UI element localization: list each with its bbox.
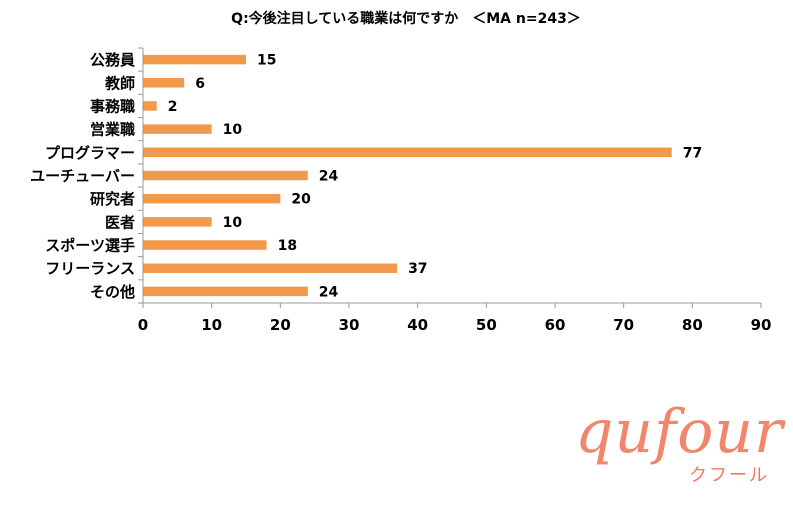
value-label-10: 24 bbox=[319, 284, 339, 300]
bar-10 bbox=[143, 286, 308, 297]
axis-layer: 0 10 20 30 40 50 60 70 80 90 bbox=[138, 47, 772, 334]
category-label-4: プログラマー bbox=[45, 144, 135, 162]
value-label-8: 18 bbox=[278, 238, 297, 254]
value-label-4: 77 bbox=[683, 145, 702, 161]
x-tick-label-8: 80 bbox=[682, 316, 703, 334]
value-label-2: 2 bbox=[168, 99, 178, 115]
category-label-0: 公務員 bbox=[90, 51, 135, 69]
category-label-7: 医者 bbox=[105, 213, 135, 231]
chart-title: Q:今後注目している職業は何ですか ＜MA n=243＞ bbox=[231, 10, 581, 27]
bar-1 bbox=[143, 78, 185, 88]
category-label-5: ユーチューバー bbox=[30, 167, 135, 185]
bar-4 bbox=[143, 147, 672, 158]
x-tick-label-6: 60 bbox=[545, 316, 566, 334]
x-tick-label-3: 30 bbox=[339, 316, 360, 334]
bar-2 bbox=[143, 101, 157, 111]
value-label-0: 15 bbox=[257, 53, 276, 69]
bar-9 bbox=[143, 263, 398, 273]
value-label-3: 10 bbox=[223, 122, 243, 138]
x-tick-label-1: 10 bbox=[201, 316, 222, 334]
bar-7 bbox=[143, 217, 212, 227]
value-label-6: 20 bbox=[291, 192, 311, 208]
bar-6 bbox=[143, 193, 281, 204]
category-label-2: 事務職 bbox=[90, 97, 135, 115]
bar-0 bbox=[143, 54, 246, 65]
category-label-6: 研究者 bbox=[90, 190, 135, 208]
x-tick-label-2: 20 bbox=[270, 316, 291, 334]
bar-5 bbox=[143, 170, 308, 181]
logo-subtitle: クフール bbox=[689, 465, 769, 486]
logo-wordmark: qufour bbox=[575, 397, 784, 467]
qufour-logo: qufour クフール bbox=[575, 397, 783, 507]
x-tick-label-5: 50 bbox=[476, 316, 497, 334]
value-label-9: 37 bbox=[408, 261, 427, 277]
x-tick-label-0: 0 bbox=[138, 316, 148, 334]
value-label-7: 10 bbox=[223, 215, 243, 231]
bars-layer: 公務員 15 教師 6 事務職 2 営業職 10 プログラマー 77 ユーチューバー 24 研究者 20 医… bbox=[30, 51, 702, 301]
bar-3 bbox=[143, 124, 212, 134]
x-tick-label-9: 90 bbox=[751, 316, 772, 334]
category-label-8: スポーツ選手 bbox=[45, 237, 135, 255]
value-label-1: 6 bbox=[195, 76, 205, 92]
value-label-5: 24 bbox=[319, 169, 339, 185]
x-tick-label-7: 70 bbox=[613, 316, 634, 334]
category-label-10: その他 bbox=[90, 283, 135, 301]
category-label-9: フリーランス bbox=[45, 260, 135, 278]
x-tick-label-4: 40 bbox=[407, 316, 428, 334]
category-label-3: 営業職 bbox=[90, 121, 135, 139]
category-label-1: 教師 bbox=[104, 74, 135, 92]
bar-8 bbox=[143, 240, 267, 250]
